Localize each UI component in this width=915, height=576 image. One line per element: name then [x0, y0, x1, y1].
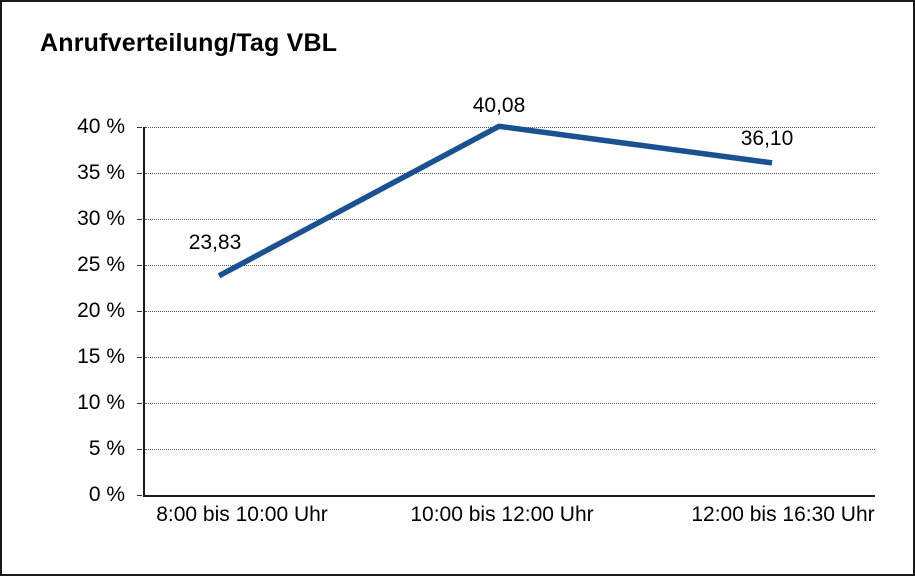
- x-axis-label: 8:00 bis 10:00 Uhr: [156, 503, 328, 526]
- y-axis-label: 0 %: [88, 483, 125, 506]
- gridline: [145, 264, 875, 266]
- x-axis-label: 10:00 bis 12:00 Uhr: [410, 503, 594, 526]
- gridline: [145, 172, 875, 174]
- series-line: [217, 123, 773, 279]
- y-axis-tick: [137, 172, 142, 174]
- gridline: [145, 310, 875, 312]
- y-axis-label: 20 %: [77, 299, 125, 322]
- gridline: [145, 448, 875, 450]
- y-axis-label: 40 %: [77, 115, 125, 138]
- y-axis-tick: [137, 448, 142, 450]
- y-axis-tick: [137, 356, 142, 358]
- gridline: [145, 356, 875, 358]
- y-axis-label: 25 %: [77, 253, 125, 276]
- y-axis-tick: [137, 126, 142, 128]
- x-axis-label: 12:00 bis 16:30 Uhr: [691, 503, 875, 526]
- data-label: 40,08: [472, 94, 526, 118]
- y-axis-tick: [137, 218, 142, 220]
- y-axis-tick: [137, 402, 142, 404]
- gridline: [145, 402, 875, 404]
- plot-area: [143, 123, 875, 497]
- y-axis-label: 5 %: [88, 437, 125, 460]
- y-axis-label: 30 %: [77, 207, 125, 230]
- y-axis-tick: [137, 310, 142, 312]
- y-axis-tick: [137, 264, 142, 266]
- y-axis-label: 35 %: [77, 161, 125, 184]
- data-label: 36,10: [740, 126, 794, 150]
- y-axis-label: 15 %: [77, 345, 125, 368]
- data-label: 23,83: [188, 230, 242, 254]
- chart-title: Anrufverteilung/Tag VBL: [40, 29, 338, 57]
- gridline: [145, 218, 875, 220]
- y-axis-label: 10 %: [77, 391, 125, 414]
- y-axis-tick: [137, 494, 142, 496]
